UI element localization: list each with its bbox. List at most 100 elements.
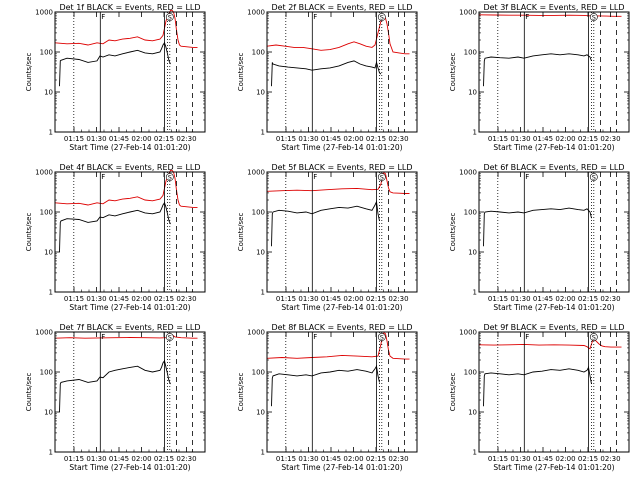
plot-frame xyxy=(266,11,418,133)
y-axis-label: Counts/sec xyxy=(237,373,245,412)
x-tick-label: 01:30 xyxy=(510,135,530,143)
series-events-line xyxy=(271,200,380,247)
y-tick-label: 100 xyxy=(40,209,53,217)
x-tick-label: 02:15 xyxy=(154,295,174,303)
x-tick-label: 02:00 xyxy=(555,455,575,463)
plot-frame xyxy=(478,11,630,133)
marker-label-badge xyxy=(377,173,386,181)
y-axis-label: Counts/sec xyxy=(449,213,457,252)
marker-label: S xyxy=(592,174,596,182)
series-events-line xyxy=(483,53,592,87)
panel-title: Det 3f BLACK = Events, RED = LLD xyxy=(483,3,624,12)
y-tick-label: 1 xyxy=(49,289,53,297)
x-axis-label: Start Time (27-Feb-14 01:01:20) xyxy=(493,303,614,312)
x-tick-label: 01:45 xyxy=(533,295,553,303)
x-tick-label: 02:15 xyxy=(366,295,386,303)
x-tick-label: 01:45 xyxy=(321,135,341,143)
marker-label-badge xyxy=(589,333,598,341)
marker-label-badge xyxy=(165,13,174,21)
x-tick-label: 01:30 xyxy=(298,455,318,463)
y-tick-label: 1 xyxy=(261,449,265,457)
y-tick-label: 10 xyxy=(468,409,477,417)
series-events-line xyxy=(59,201,171,253)
marker-label: F xyxy=(313,173,317,181)
x-axis-label: Start Time (27-Feb-14 01:01:20) xyxy=(69,463,190,472)
x-axis-label: Start Time (27-Feb-14 01:01:20) xyxy=(281,303,402,312)
plot-frame xyxy=(478,331,630,453)
marker-label-badge xyxy=(165,333,174,341)
plot-frame xyxy=(478,171,630,293)
y-tick-label: 1 xyxy=(49,129,53,137)
x-axis-label: Start Time (27-Feb-14 01:01:20) xyxy=(281,463,402,472)
marker-label: F xyxy=(101,333,105,341)
x-tick-label: 01:30 xyxy=(510,455,530,463)
y-tick-label: 1 xyxy=(261,129,265,137)
y-tick-label: 1000 xyxy=(247,9,265,17)
y-tick-label: 1000 xyxy=(459,329,477,337)
x-axis-label: Start Time (27-Feb-14 01:01:20) xyxy=(493,463,614,472)
series-lld-line xyxy=(266,15,410,55)
marker-label: S xyxy=(592,14,596,22)
x-tick-label: 01:30 xyxy=(298,135,318,143)
x-tick-label: 02:00 xyxy=(343,295,363,303)
y-tick-label: 1 xyxy=(49,449,53,457)
x-tick-label: 02:00 xyxy=(131,135,151,143)
x-tick-label: 02:15 xyxy=(366,135,386,143)
x-tick-label: 01:30 xyxy=(86,455,106,463)
x-tick-label: 02:00 xyxy=(131,295,151,303)
marker-label-badge xyxy=(589,13,598,21)
x-tick-label: 02:00 xyxy=(555,135,575,143)
x-tick-label: 02:30 xyxy=(388,295,408,303)
marker-label: F xyxy=(101,13,105,21)
y-tick-label: 10 xyxy=(468,89,477,97)
x-tick-label: 02:30 xyxy=(176,455,196,463)
x-tick-label: 01:15 xyxy=(64,135,84,143)
marker-label: S xyxy=(168,14,172,22)
x-tick-label: 02:15 xyxy=(578,135,598,143)
y-tick-label: 1 xyxy=(473,289,477,297)
y-tick-label: 1000 xyxy=(247,329,265,337)
y-axis-label: Counts/sec xyxy=(449,53,457,92)
x-tick-label: 01:15 xyxy=(276,135,296,143)
y-axis-label: Counts/sec xyxy=(449,373,457,412)
y-tick-label: 1000 xyxy=(247,169,265,177)
x-tick-label: 02:30 xyxy=(176,135,196,143)
marker-label-badge xyxy=(165,173,174,181)
y-tick-label: 100 xyxy=(252,209,265,217)
y-tick-label: 10 xyxy=(256,89,265,97)
x-tick-label: 02:00 xyxy=(555,295,575,303)
x-tick-label: 02:30 xyxy=(600,135,620,143)
x-tick-label: 02:15 xyxy=(154,135,174,143)
series-events-line xyxy=(59,359,171,413)
x-tick-label: 01:45 xyxy=(533,455,553,463)
x-tick-label: 01:30 xyxy=(86,295,106,303)
x-tick-label: 01:30 xyxy=(298,295,318,303)
marker-label: S xyxy=(380,174,384,182)
x-axis-label: Start Time (27-Feb-14 01:01:20) xyxy=(69,143,190,152)
x-axis-label: Start Time (27-Feb-14 01:01:20) xyxy=(281,143,402,152)
x-axis-label: Start Time (27-Feb-14 01:01:20) xyxy=(493,143,614,152)
y-tick-label: 1 xyxy=(473,129,477,137)
marker-label: S xyxy=(380,14,384,22)
x-tick-label: 01:45 xyxy=(109,135,129,143)
y-tick-label: 1000 xyxy=(459,169,477,177)
x-tick-label: 02:15 xyxy=(154,455,174,463)
y-tick-label: 1000 xyxy=(35,329,53,337)
marker-label-badge xyxy=(377,13,386,21)
marker-label-badge xyxy=(377,333,386,341)
x-tick-label: 02:00 xyxy=(343,455,363,463)
x-tick-label: 01:45 xyxy=(533,135,553,143)
marker-label: F xyxy=(525,13,529,21)
panel-title: Det 9f BLACK = Events, RED = LLD xyxy=(483,323,624,332)
marker-label: F xyxy=(313,13,317,21)
marker-label: S xyxy=(168,334,172,342)
y-tick-label: 100 xyxy=(464,209,477,217)
y-tick-label: 10 xyxy=(44,409,53,417)
panel-title: Det 1f BLACK = Events, RED = LLD xyxy=(59,3,200,12)
y-tick-label: 100 xyxy=(252,369,265,377)
